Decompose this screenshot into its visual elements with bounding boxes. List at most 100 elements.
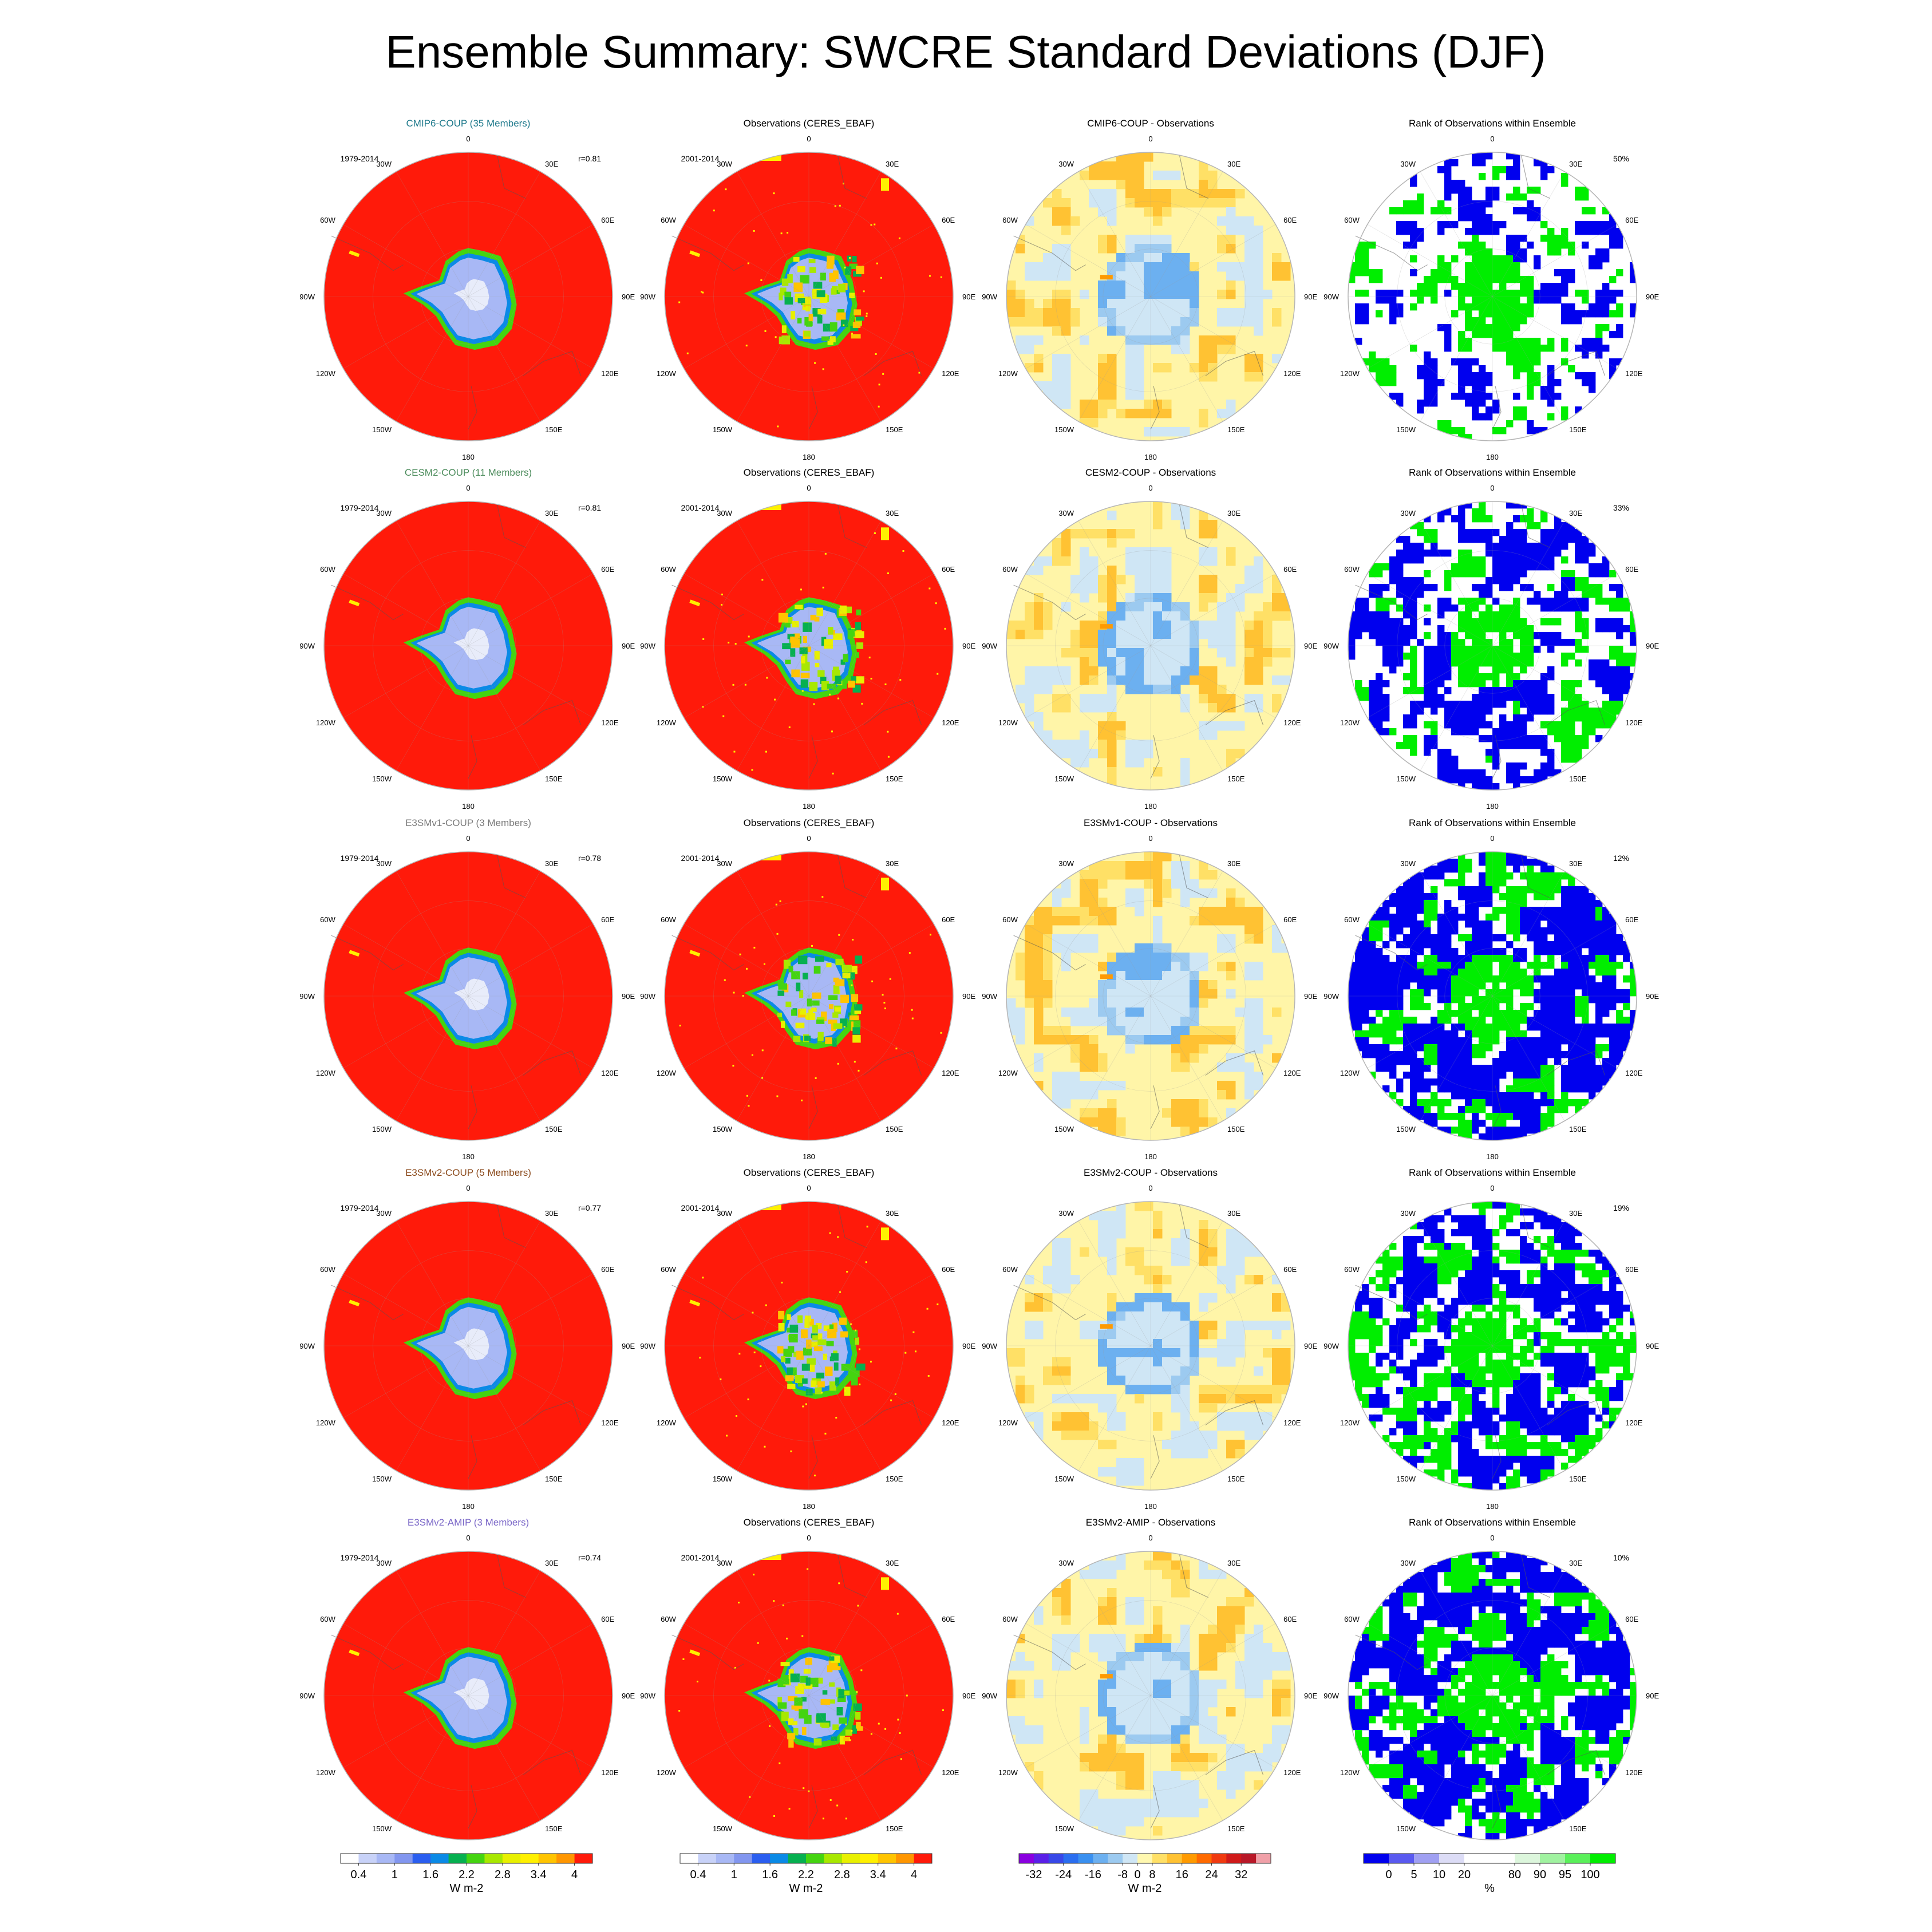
obs-speckle [876, 262, 878, 264]
rank-cell [1554, 269, 1562, 276]
difference-cell [1107, 235, 1117, 244]
difference-cell [1180, 758, 1190, 768]
rank-cell [1630, 618, 1637, 626]
rank-cell [1485, 331, 1493, 338]
rank-cell [1465, 1058, 1472, 1065]
difference-cell [1016, 299, 1025, 309]
longitude-label: 60W [1344, 565, 1360, 574]
rank-cell [1410, 666, 1417, 674]
rank-cell [1506, 173, 1514, 180]
obs-antarctic-cell [799, 990, 804, 998]
rank-cell [1582, 242, 1589, 249]
difference-cell [1199, 1026, 1208, 1036]
difference-cell [1254, 971, 1263, 981]
difference-cell [1070, 648, 1080, 658]
difference-cell [1190, 262, 1199, 272]
rank-cell [1568, 639, 1575, 646]
rank-cell [1444, 721, 1452, 729]
rank-cell [1513, 982, 1520, 990]
rank-cell [1582, 708, 1589, 715]
rank-cell [1369, 714, 1376, 722]
difference-cell [1208, 345, 1218, 354]
rank-cell [1444, 262, 1452, 270]
difference-cell [1144, 1321, 1153, 1330]
rank-cell [1465, 550, 1472, 557]
rank-cell [1602, 625, 1610, 633]
rank-cell [1355, 290, 1362, 297]
rank-cell [1403, 653, 1411, 660]
rank-cell [1595, 934, 1603, 942]
difference-cell [1226, 898, 1236, 907]
difference-cell [1153, 326, 1163, 336]
obs-antarctic-cell [853, 1020, 861, 1029]
obs-antarctic-cell [826, 1341, 834, 1346]
rank-cell [1506, 1113, 1514, 1120]
rank-cell [1534, 1085, 1541, 1093]
difference-cell [1162, 207, 1172, 217]
rank-cell [1424, 907, 1431, 914]
rank-cell [1403, 1058, 1411, 1065]
rank-cell [1417, 529, 1424, 536]
rank-cell [1506, 769, 1514, 777]
rank-cell [1547, 563, 1555, 571]
rank-cell [1479, 207, 1486, 215]
rank-cell [1437, 762, 1445, 770]
difference-cell [1125, 685, 1135, 694]
rank-cell [1431, 708, 1438, 715]
difference-cell [1098, 962, 1108, 971]
longitude-label: 30W [717, 1209, 732, 1218]
rank-cell [1424, 584, 1431, 591]
obs-antarctic-cell [806, 1339, 812, 1349]
difference-cell [1016, 317, 1025, 327]
rank-cell [1561, 941, 1568, 949]
rank-cell [1506, 248, 1514, 256]
rank-cell [1479, 900, 1486, 907]
difference-cell [1190, 675, 1199, 685]
longitude-label: 90W [640, 992, 655, 1001]
difference-cell [1107, 244, 1117, 254]
difference-cell [1226, 345, 1236, 354]
difference-cell [1052, 326, 1062, 336]
latitude-circle [1055, 900, 1246, 1092]
obs-antarctic-cell [856, 266, 864, 274]
difference-cell [1043, 1266, 1053, 1275]
difference-cell [1070, 1072, 1080, 1081]
difference-cell [1144, 1330, 1153, 1340]
difference-cell [1180, 870, 1190, 880]
rank-cell [1369, 996, 1376, 1003]
rank-cell [1499, 975, 1507, 983]
rank-cell [1595, 948, 1603, 955]
rank-cell [1479, 920, 1486, 928]
rank-cell [1513, 714, 1520, 722]
difference-cell [1180, 1053, 1190, 1063]
difference-cell [1153, 244, 1163, 254]
longitude-label: 90E [1646, 642, 1659, 650]
obs-antarctic-cell [797, 318, 802, 324]
rank-cell [1520, 1072, 1527, 1079]
rank-cell [1575, 317, 1582, 325]
rank-cell [1410, 584, 1417, 591]
difference-cell [1199, 180, 1208, 189]
coastline-africa [837, 504, 867, 548]
rank-cell [1382, 358, 1390, 366]
difference-cell [1125, 1302, 1135, 1312]
difference-cell [1226, 216, 1236, 226]
rank-cell [1609, 927, 1617, 935]
difference-cell [1217, 1348, 1227, 1358]
difference-cell [1016, 953, 1025, 962]
rank-cell [1616, 1010, 1623, 1017]
rank-cell [1485, 406, 1493, 414]
rank-cell [1485, 550, 1493, 557]
difference-cell [1217, 409, 1227, 418]
rank-cell [1451, 255, 1459, 263]
rank-cell [1437, 166, 1445, 173]
rank-cell [1547, 1003, 1555, 1010]
rank-cell [1492, 680, 1500, 688]
meridian-line [1492, 520, 1565, 646]
rank-cell [1479, 776, 1486, 784]
rank-cell [1465, 200, 1472, 208]
obs-antarctic-cell [827, 683, 836, 689]
rank-cell [1513, 886, 1520, 894]
rank-cell [1485, 515, 1493, 523]
rank-cell [1589, 262, 1596, 270]
